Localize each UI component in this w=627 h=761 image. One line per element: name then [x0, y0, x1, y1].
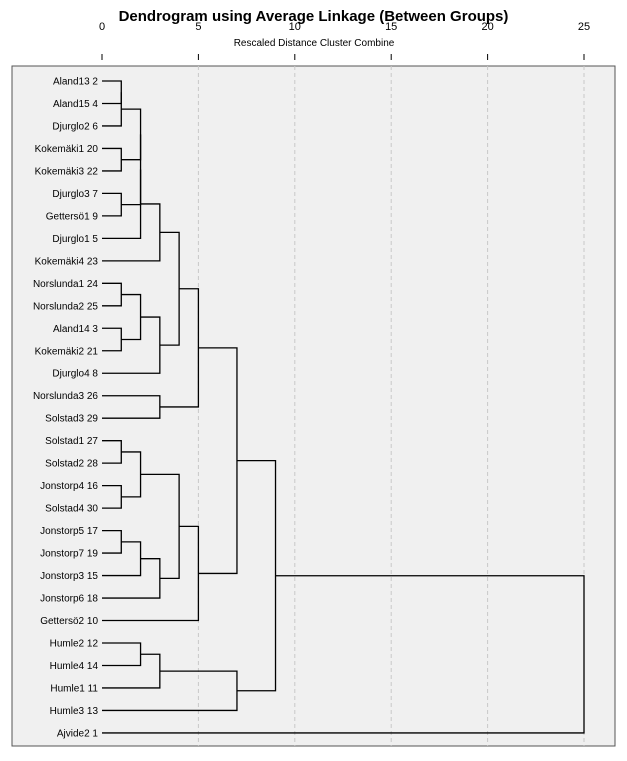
- leaf-label: Norslunda1 24: [33, 279, 98, 290]
- leaf-label: Kokemäki1 20: [35, 144, 99, 155]
- leaf-label: Aland13 2: [53, 77, 98, 88]
- x-tick-label: 20: [481, 21, 493, 33]
- leaf-label: Solstad2 28: [45, 459, 98, 470]
- dendrogram-links: [102, 80, 585, 734]
- leaf-label: Aland15 4: [53, 99, 98, 110]
- leaf-label: Norslunda2 25: [33, 301, 98, 312]
- dendrogram-link: [102, 92, 122, 127]
- plot-panel: [11, 65, 616, 747]
- leaf-labels: Aland13 2 Aland15 4 Djurglo2 6 Kokemäki1 20…: [33, 77, 98, 740]
- x-axis-title: Rescaled Distance Cluster Combine: [234, 38, 395, 49]
- leaf-label: Aland14 3: [53, 324, 98, 335]
- leaf-label: Jonstorp7 19: [40, 549, 98, 560]
- chart-title: Dendrogram using Average Linkage (Betwee…: [118, 8, 509, 25]
- leaf-label: Kokemäki4 23: [35, 256, 99, 267]
- leaf-label: Solstad1 27: [45, 436, 98, 447]
- leaf-label: Humle4 14: [50, 661, 99, 672]
- leaf-label: Kokemäki3 22: [35, 166, 99, 177]
- dendrogram-link: [102, 169, 142, 240]
- leaf-label: Djurglo2 6: [52, 121, 98, 132]
- x-tick-label: 25: [578, 21, 590, 33]
- leaf-label: Norslunda3 26: [33, 391, 98, 402]
- x-axis-ticks: 0 5 10 15 20 25: [99, 21, 590, 60]
- leaf-label: Gettersö1 9: [46, 211, 99, 222]
- leaf-label: Jonstorp4 16: [40, 481, 98, 492]
- leaf-label: Humle3 13: [50, 706, 99, 717]
- x-tick-label: 10: [289, 21, 301, 33]
- leaf-label: Solstad3 29: [45, 414, 98, 425]
- leaf-label: Jonstorp5 17: [40, 526, 98, 537]
- dendrogram-link: [102, 575, 585, 734]
- leaf-label: Djurglo1 5: [52, 234, 98, 245]
- leaf-label: Humle2 12: [50, 639, 99, 650]
- x-tick-label: 15: [385, 21, 397, 33]
- leaf-label: Ajvide2 1: [57, 728, 99, 739]
- x-tick-label: 5: [195, 21, 201, 33]
- leaf-label: Humle1 11: [50, 683, 98, 694]
- leaf-label: Djurglo3 7: [52, 189, 98, 200]
- leaf-label: Jonstorp6 18: [40, 594, 98, 605]
- leaf-label: Jonstorp3 15: [40, 571, 98, 582]
- leaf-label: Gettersö2 10: [40, 616, 98, 627]
- leaf-label: Djurglo4 8: [52, 369, 98, 380]
- x-tick-label: 0: [99, 21, 105, 33]
- leaf-label: Kokemäki2 21: [35, 346, 99, 357]
- leaf-label: Solstad4 30: [45, 504, 98, 515]
